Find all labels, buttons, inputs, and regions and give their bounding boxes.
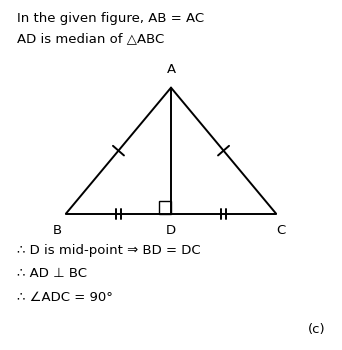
Bar bbox=[159, 201, 171, 214]
Text: ∴ AD ⊥ BC: ∴ AD ⊥ BC bbox=[17, 267, 87, 280]
Text: C: C bbox=[276, 224, 286, 237]
Text: A: A bbox=[167, 63, 175, 76]
Text: In the given figure, AB = AC: In the given figure, AB = AC bbox=[17, 12, 204, 25]
Text: ∴ ∠ADC = 90°: ∴ ∠ADC = 90° bbox=[17, 291, 113, 304]
Text: D: D bbox=[166, 224, 176, 237]
Text: B: B bbox=[53, 224, 62, 237]
Text: ∴ D is mid-point ⇒ BD = DC: ∴ D is mid-point ⇒ BD = DC bbox=[17, 244, 200, 257]
Text: (c): (c) bbox=[308, 323, 325, 336]
Text: AD is median of △ABC: AD is median of △ABC bbox=[17, 32, 164, 45]
